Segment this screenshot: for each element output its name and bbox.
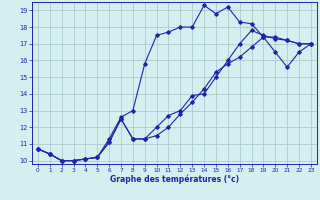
X-axis label: Graphe des températures (°c): Graphe des températures (°c) [110,175,239,184]
